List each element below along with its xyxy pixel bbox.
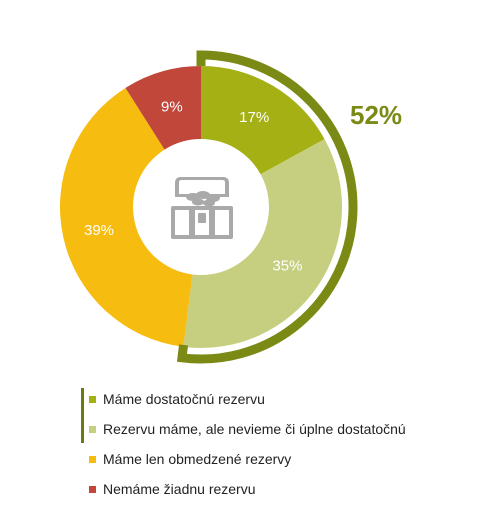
legend-swatch bbox=[89, 395, 96, 403]
donut-slice bbox=[201, 66, 325, 175]
group-percentage-label: 52% bbox=[350, 100, 402, 130]
donut-slice bbox=[59, 87, 193, 347]
slice-percentage-label: 39% bbox=[84, 222, 114, 239]
treasure-chest-icon bbox=[171, 177, 233, 239]
donut-slices bbox=[59, 66, 342, 348]
legend-label: Máme len obmedzené rezervy bbox=[103, 451, 292, 467]
legend-item-dostatocna: Máme dostatočnú rezervu bbox=[88, 384, 488, 414]
legend-label: Máme dostatočnú rezervu bbox=[103, 391, 265, 407]
legend-swatch bbox=[89, 455, 96, 463]
donut-slice bbox=[183, 139, 342, 348]
group-bracket-arc bbox=[176, 50, 358, 364]
slice-percentage-label: 17% bbox=[239, 109, 269, 126]
donut-slice-labels: 17% 35% 39% 9% bbox=[84, 99, 302, 275]
legend-label: Rezervu máme, ale nevieme či úplne dosta… bbox=[103, 421, 406, 437]
legend-swatch bbox=[89, 485, 96, 493]
legend-item-nevieme: Rezervu máme, ale nevieme či úplne dosta… bbox=[88, 414, 488, 444]
donut-slice bbox=[125, 66, 201, 150]
legend-swatch bbox=[89, 425, 96, 433]
slice-percentage-label: 35% bbox=[272, 258, 302, 275]
legend-group-bracket bbox=[81, 388, 84, 443]
chart-legend: Máme dostatočnú rezervu Rezervu máme, al… bbox=[81, 384, 488, 504]
slice-percentage-label: 9% bbox=[161, 99, 183, 116]
legend-item-obmedzene: Máme len obmedzené rezervy bbox=[88, 444, 488, 474]
legend-label: Nemáme žiadnu rezervu bbox=[103, 481, 256, 497]
legend-item-ziadna: Nemáme žiadnu rezervu bbox=[88, 474, 488, 504]
